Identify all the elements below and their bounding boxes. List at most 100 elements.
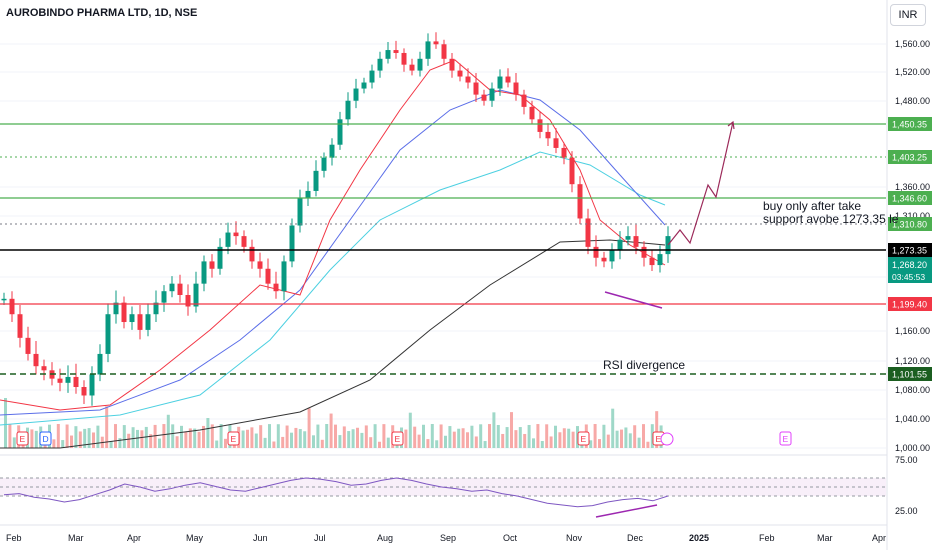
volume-bar (65, 424, 69, 448)
candle-body (81, 387, 87, 396)
volume-bar (571, 431, 575, 448)
volume-bar (224, 438, 227, 448)
candle-body (1, 298, 7, 301)
candle-body (33, 353, 39, 367)
y-tick-label: 1,000.00 (895, 443, 930, 453)
volume-bar (241, 430, 245, 448)
volume-bar (483, 441, 487, 448)
volume-bar (122, 425, 126, 448)
volume-bar (219, 424, 223, 448)
ma-50-line (0, 89, 666, 416)
volume-bar (532, 438, 535, 448)
candle-body (337, 119, 343, 145)
volume-bar (444, 435, 447, 448)
candle-body (153, 302, 159, 315)
candle-body (169, 283, 175, 292)
event-marker-label: E (395, 434, 401, 444)
candle-body (113, 302, 119, 315)
level-price-tag (888, 297, 932, 311)
candle-body (9, 298, 15, 315)
candle-body (289, 225, 295, 262)
volume-bar (646, 441, 650, 448)
volume-bar (281, 436, 285, 448)
volume-bar (505, 427, 509, 448)
volume-bar (158, 438, 161, 448)
volume-bar (518, 427, 522, 448)
x-tick-label: Sep (440, 533, 456, 543)
volume-bar (8, 424, 12, 448)
volume-bar (558, 432, 562, 448)
candle-body (185, 294, 191, 307)
rsi-divergence-line (595, 504, 658, 518)
volume-bar (637, 437, 641, 448)
volume-bar (52, 439, 56, 448)
event-marker (577, 431, 590, 446)
level-price-label: 1,450.35 (892, 120, 927, 130)
volume-bar (329, 413, 333, 448)
volume-bar (254, 433, 258, 448)
candle-body (89, 374, 95, 396)
volume-bar (593, 424, 597, 448)
candle-body (129, 314, 135, 323)
volume-bar (294, 427, 298, 448)
volume-bar (598, 439, 601, 448)
volume-bar (166, 414, 170, 448)
volume-bar (589, 440, 593, 448)
volume-bar (606, 434, 610, 448)
volume-bar (118, 438, 122, 448)
y-tick-label: 1,310.00 (895, 211, 930, 221)
candle-body (329, 144, 335, 158)
event-marker-label: E (231, 434, 237, 444)
event-marker (227, 431, 240, 446)
volume-bar (34, 430, 38, 448)
volume-bar (457, 428, 461, 448)
volume-bar (105, 406, 109, 448)
volume-bar (514, 430, 518, 448)
volume-bar (364, 425, 368, 448)
candle-body (145, 314, 151, 330)
x-tick-label: Mar (817, 533, 833, 543)
volume-bar (496, 424, 500, 448)
candle-body (417, 58, 423, 71)
volume-bar (268, 424, 271, 448)
volume-bar (162, 424, 166, 448)
rsi-tick-label: 75.00 (895, 455, 918, 465)
y-tick-label: 1,520.00 (895, 67, 930, 77)
volume-bar (56, 424, 60, 448)
volume-bar (144, 426, 148, 448)
candle-body (385, 50, 391, 59)
candle-body (537, 119, 543, 132)
candle-body (25, 337, 31, 354)
volume-bar (501, 433, 505, 448)
candle-body (193, 283, 199, 307)
volume-bar (466, 432, 469, 448)
volume-bar (523, 433, 527, 448)
candle-body (369, 70, 375, 83)
annotation-rsi-divergence: RSI divergence (603, 358, 685, 372)
candle-body (665, 236, 671, 255)
currency-button[interactable]: INR (890, 4, 926, 26)
candle-body (657, 254, 663, 266)
volume-bar (96, 425, 100, 448)
candle-body (473, 82, 479, 95)
candle-body (513, 82, 519, 95)
candle-body (601, 257, 607, 262)
volume-bar (285, 425, 289, 448)
volume-bar (470, 425, 474, 448)
y-tick-label: 1,360.00 (895, 182, 930, 192)
event-marker (39, 431, 52, 446)
volume-bar (360, 432, 364, 448)
candle-body (425, 41, 431, 59)
volume-bar (184, 432, 188, 448)
volume-bar (61, 440, 65, 448)
volume-bar (413, 426, 417, 448)
level-price-tag (888, 243, 932, 257)
x-tick-label: Aug (377, 533, 393, 543)
candle-body (457, 70, 463, 77)
volume-bar (276, 424, 280, 448)
y-tick-label: 1,080.00 (895, 385, 930, 395)
candle-body (249, 246, 255, 262)
x-tick-label: 2025 (689, 533, 709, 543)
level-price-tag (888, 217, 932, 231)
